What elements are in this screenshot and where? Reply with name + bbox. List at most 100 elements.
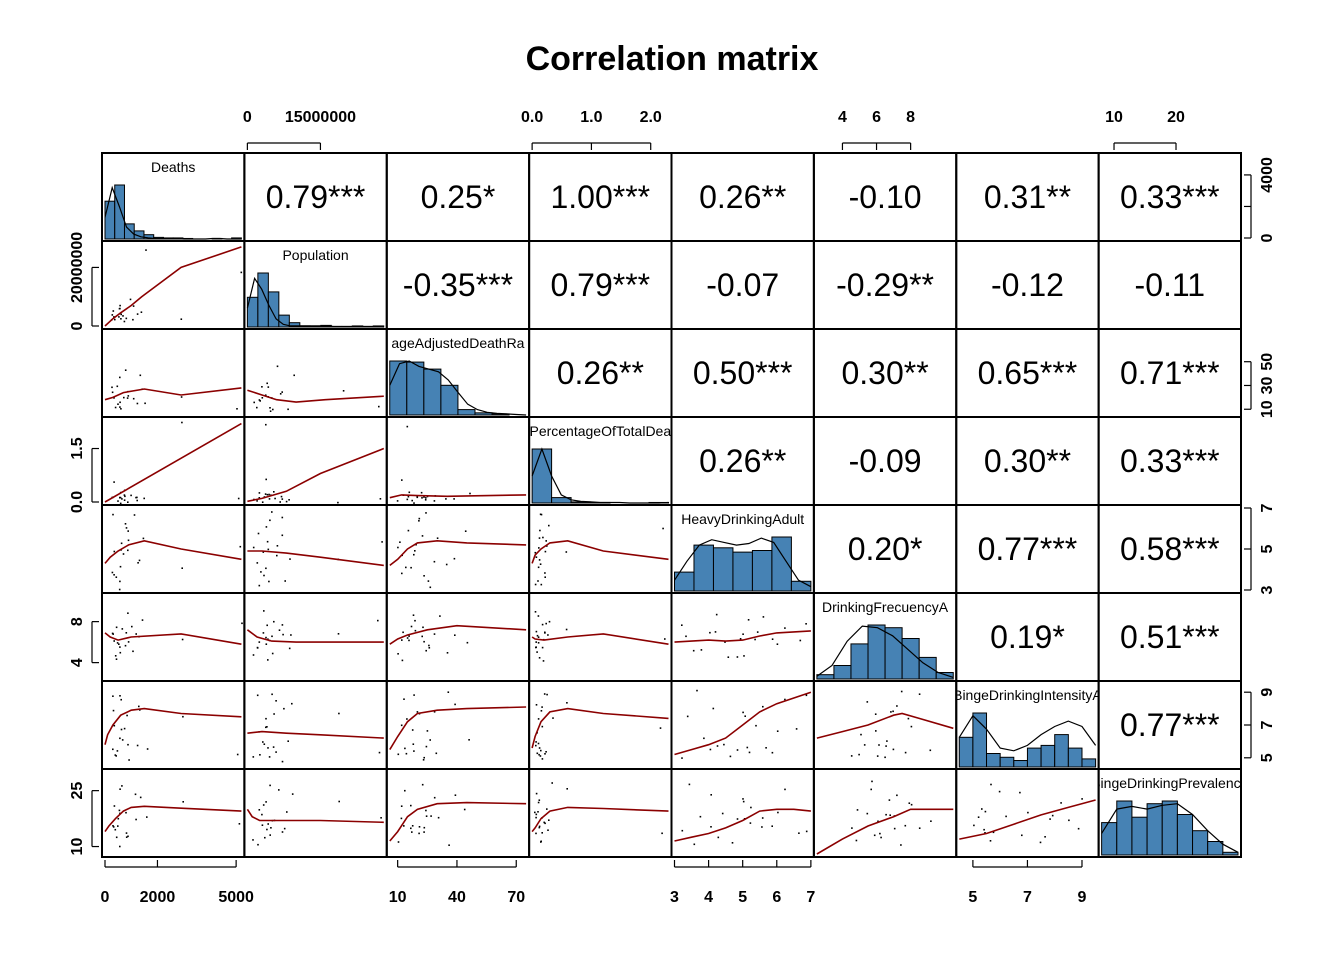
scatter-point: [338, 800, 340, 803]
density-curve: [104, 185, 242, 240]
scatter-point: [709, 748, 712, 751]
diagonal-label: DrinkingFrecuencyA: [822, 599, 949, 615]
scatter-point: [119, 565, 122, 568]
scatter-point: [252, 546, 255, 549]
scatter-point: [342, 390, 345, 392]
panel-r7-c4: [670, 768, 815, 858]
scatter-point: [291, 793, 294, 795]
density-curve: [246, 276, 384, 328]
top-tick-label: 1.0: [580, 109, 602, 126]
scatter-point: [981, 808, 983, 810]
scatter-point: [127, 530, 129, 532]
scatter-point: [125, 527, 128, 529]
scatter-point: [428, 647, 431, 649]
scatter-point: [795, 728, 798, 730]
scatter-point: [410, 827, 412, 830]
panel-border: [528, 504, 673, 594]
scatter-point: [548, 819, 550, 821]
scatter-point: [548, 620, 551, 623]
scatter-point: [700, 649, 703, 651]
scatter-point: [761, 826, 763, 828]
scatter-point: [877, 820, 879, 823]
scatter-point: [537, 580, 539, 582]
scatter-point: [146, 748, 149, 750]
density-curve: [816, 625, 954, 678]
scatter-point: [406, 637, 409, 639]
scatter-point: [241, 622, 243, 625]
scatter-point: [123, 396, 125, 399]
correlation-label: 0.50***: [693, 355, 793, 391]
scatter-point: [984, 810, 987, 813]
scatter-point: [118, 316, 120, 318]
histogram-bar: [1161, 800, 1178, 856]
scatter-point: [119, 496, 122, 499]
scatter-point: [1081, 798, 1083, 800]
scatter-point: [279, 393, 282, 395]
scatter-point: [448, 844, 450, 846]
scatter-point: [120, 728, 123, 731]
scatter-point: [268, 580, 270, 583]
scatter-point: [430, 815, 432, 817]
scatter-point: [269, 519, 271, 522]
scatter-point: [407, 529, 410, 532]
scatter-point: [716, 745, 719, 747]
scatter-point: [863, 744, 866, 746]
left-tick-label: 10: [69, 838, 86, 856]
scatter-point: [127, 743, 129, 746]
scatter-point: [401, 639, 403, 641]
scatter-point: [878, 744, 880, 746]
scatter-point: [125, 632, 128, 634]
scatter-point: [265, 526, 268, 528]
scatter-point: [258, 492, 261, 494]
scatter-point: [723, 743, 725, 746]
scatter-point: [548, 524, 550, 527]
scatter-point: [115, 836, 118, 839]
scatter-point: [138, 705, 140, 708]
panel-border: [243, 328, 388, 418]
scatter-point: [283, 827, 286, 830]
panel-border: [528, 768, 673, 858]
scatter-point: [113, 574, 115, 576]
panel-border: [385, 416, 531, 506]
histogram-bar: [440, 384, 459, 416]
scatter-point: [876, 755, 879, 757]
scatter-point: [111, 571, 114, 574]
top-tick-label: 6: [872, 109, 881, 126]
scatter-point: [258, 641, 261, 643]
correlation-label: 0.71***: [1120, 355, 1220, 391]
scatter-point: [435, 752, 438, 755]
scatter-point: [280, 495, 283, 498]
diagonal-label: BingeDrinkingIntensityA: [953, 687, 1102, 703]
scatter-point: [119, 580, 121, 583]
scatter-point: [535, 741, 537, 743]
scatter-point: [118, 307, 121, 310]
scatter-point: [408, 491, 411, 494]
scatter-point: [293, 374, 295, 377]
smooth-curve: [959, 799, 1096, 840]
histogram-bar: [732, 551, 753, 592]
scatter-point: [445, 563, 448, 566]
scatter-point: [127, 612, 129, 614]
scatter-point: [269, 410, 272, 412]
panel-r2-c1: [243, 328, 388, 418]
smooth-curve: [816, 712, 954, 739]
scatter-point: [114, 828, 117, 831]
panel-r6-c0: [101, 680, 246, 770]
scatter-point: [540, 583, 543, 586]
scatter-point: [269, 784, 271, 787]
scatter-point: [411, 825, 414, 827]
scatter-point: [423, 826, 426, 829]
scatter-point: [265, 801, 267, 803]
scatter-point: [258, 399, 261, 401]
diagonal-label: Population: [282, 247, 348, 263]
smooth-curve: [247, 550, 384, 567]
scatter-point: [539, 529, 541, 532]
scatter-point: [412, 743, 415, 745]
scatter-point: [118, 643, 120, 645]
scatter-point: [267, 823, 269, 825]
scatter-point: [414, 619, 416, 622]
panel-r1-c0: [101, 240, 246, 330]
scatter-point: [128, 759, 130, 761]
scatter-point: [278, 629, 281, 631]
chart-title: Correlation matrix: [526, 40, 819, 78]
